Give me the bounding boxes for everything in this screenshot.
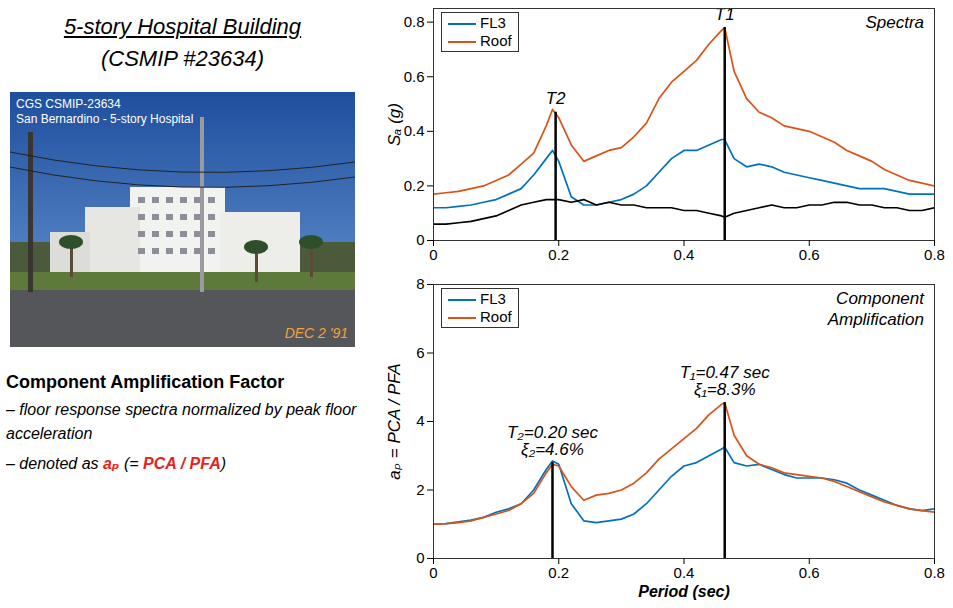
svg-text:0.4: 0.4 xyxy=(674,246,695,263)
svg-text:aₚ = PCA / PFA: aₚ = PCA / PFA xyxy=(385,363,404,479)
svg-text:0: 0 xyxy=(429,246,437,263)
html-text:Component: Component xyxy=(836,289,924,308)
svg-text:6: 6 xyxy=(416,344,424,361)
html-text:Roof: Roof xyxy=(480,32,512,49)
svg-text:Sₐ (g): Sₐ (g) xyxy=(385,103,404,146)
svg-text:T2: T2 xyxy=(546,89,566,108)
svg-text:T₁=0.47 secξ₁=8.3%: T₁=0.47 secξ₁=8.3% xyxy=(680,363,770,399)
svg-text:0.6: 0.6 xyxy=(799,564,820,581)
svg-text:2: 2 xyxy=(416,481,424,498)
svg-text:T₂=0.20 secξ₂=4.6%: T₂=0.20 secξ₂=4.6% xyxy=(507,423,599,459)
svg-text:CGS CSMIP-23634: CGS CSMIP-23634 xyxy=(16,97,121,111)
svg-text:0.2: 0.2 xyxy=(548,246,569,263)
svg-text:0.4: 0.4 xyxy=(674,564,695,581)
svg-text:Period (sec): Period (sec) xyxy=(638,583,730,600)
svg-text:0: 0 xyxy=(416,549,424,566)
svg-text:4: 4 xyxy=(416,412,424,429)
svg-text:0.8: 0.8 xyxy=(924,246,945,263)
svg-text:0: 0 xyxy=(416,231,424,248)
svg-text:0.8: 0.8 xyxy=(924,564,945,581)
svg-text:0.8: 0.8 xyxy=(404,13,425,30)
html-text:Amplification: Amplification xyxy=(827,310,924,329)
svg-text:0.6: 0.6 xyxy=(404,68,425,85)
html-text:FL3: FL3 xyxy=(480,290,506,307)
html-text:Roof: Roof xyxy=(480,308,512,325)
html-text:FL3: FL3 xyxy=(480,14,506,31)
svg-text:0: 0 xyxy=(429,564,437,581)
html-text:Component Amplification Factor: Component Amplification Factor xyxy=(6,372,285,392)
svg-text:8: 8 xyxy=(416,275,424,292)
html-text:(CSMIP #23634): (CSMIP #23634) xyxy=(101,46,264,71)
html-text:– floor response spectra norma: – floor response spectra normalized by p… xyxy=(6,401,357,442)
svg-text:San Bernardino - 5-story Hospi: San Bernardino - 5-story Hospital xyxy=(16,112,193,126)
html-text:5-story Hospital Building: 5-story Hospital Building xyxy=(63,14,302,39)
svg-text:0.2: 0.2 xyxy=(404,177,425,194)
svg-text:0.4: 0.4 xyxy=(404,122,425,139)
svg-text:DEC 2 '91: DEC 2 '91 xyxy=(285,325,348,341)
html-text:Spectra: Spectra xyxy=(865,13,924,32)
svg-text:T1: T1 xyxy=(715,5,735,24)
svg-text:0.6: 0.6 xyxy=(799,246,820,263)
html-text:– denoted as aₚ (= PCA / PFA): – denoted as aₚ (= PCA / PFA) xyxy=(6,455,227,472)
svg-text:0.2: 0.2 xyxy=(548,564,569,581)
